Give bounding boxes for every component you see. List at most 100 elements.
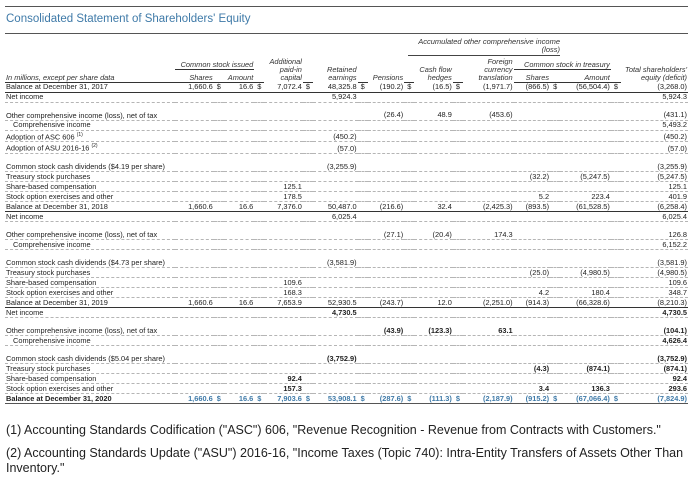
row-label: Treasury stock purchases xyxy=(5,267,176,279)
dollar-sign xyxy=(302,277,314,289)
row-label: Share-based compensation xyxy=(5,373,176,385)
dollar-sign xyxy=(254,211,265,223)
cell-value: 136.3 xyxy=(560,383,611,395)
cell-value xyxy=(223,363,255,375)
cell-value xyxy=(223,141,255,155)
dollar-sign xyxy=(254,153,265,173)
cell-value xyxy=(560,130,611,143)
dollar-sign xyxy=(357,297,368,309)
dollar-sign xyxy=(610,130,621,143)
dollar-sign xyxy=(452,141,463,155)
dollar-sign xyxy=(550,120,561,131)
row-label: Common stock cash dividends ($4.73 per s… xyxy=(5,249,176,269)
cell-value xyxy=(313,335,358,347)
dollar-sign xyxy=(213,171,224,183)
cell-value: (5,247.5) xyxy=(620,171,688,183)
cell-value: 92.4 xyxy=(264,373,303,385)
dollar-sign xyxy=(452,317,463,337)
cell-value xyxy=(513,102,551,121)
cell-value xyxy=(513,130,551,143)
dollar-sign xyxy=(302,153,314,173)
cell-value: (453.6) xyxy=(462,102,514,121)
dollar-sign xyxy=(213,239,224,251)
balance-row: Balance at December 31, 2018 1,660.6 16.6 7… xyxy=(5,201,688,213)
cell-value xyxy=(513,141,551,155)
cell-value xyxy=(175,221,214,241)
cell-value xyxy=(462,120,514,131)
dollar-sign xyxy=(452,267,463,279)
cell-value xyxy=(223,211,255,223)
cell-value xyxy=(414,120,453,131)
dollar-sign xyxy=(610,363,621,375)
cell-value xyxy=(414,363,453,375)
dollar-sign xyxy=(610,181,621,193)
cell-value xyxy=(223,102,255,121)
cell-value xyxy=(560,307,611,319)
cell-value xyxy=(313,363,358,375)
dollar-sign xyxy=(213,267,224,279)
cell-value: 3.4 xyxy=(513,383,551,395)
dollar-sign xyxy=(550,211,561,223)
cell-value: (3,268.0) xyxy=(620,82,688,93)
cell-value: (4,980.5) xyxy=(560,267,611,279)
dollar-sign xyxy=(404,92,415,103)
dollar-sign xyxy=(254,221,265,241)
dollar-sign xyxy=(357,92,368,103)
dollar-sign xyxy=(610,249,621,269)
cell-value xyxy=(223,221,255,241)
dollar-sign xyxy=(404,201,415,213)
cell-value xyxy=(367,191,405,203)
table-row: Net income 5,924.3 5,924.3 xyxy=(5,92,688,103)
dollar-sign xyxy=(610,335,621,347)
dollar-sign xyxy=(302,297,314,309)
cell-value: (915.2) xyxy=(513,393,551,405)
cell-value xyxy=(513,373,551,385)
dollar-sign xyxy=(452,383,463,395)
col-header-cash-flow-hedges: Cash flow hedges xyxy=(419,65,452,82)
cell-value xyxy=(560,92,611,103)
dollar-sign xyxy=(404,141,415,155)
table-row: Common stock cash dividends ($5.04 per s… xyxy=(5,345,688,365)
cell-value xyxy=(264,317,303,337)
table-row: Share-based compensation 92.4 92.4 xyxy=(5,373,688,385)
cell-value xyxy=(513,317,551,337)
dollar-sign xyxy=(254,92,265,103)
cell-value xyxy=(414,373,453,385)
col-header-shares: Shares xyxy=(175,69,214,83)
dollar-sign xyxy=(254,249,265,269)
cell-value xyxy=(414,171,453,183)
cell-value xyxy=(367,120,405,131)
cell-value: 1,660.6 xyxy=(175,82,214,93)
row-label: Adoption of ASU 2016-16 (2) xyxy=(5,141,176,155)
dollar-sign xyxy=(550,287,561,299)
cell-value xyxy=(223,120,255,131)
cell-value: (4,980.5) xyxy=(620,267,688,279)
cell-value: 5,924.3 xyxy=(313,92,358,103)
dollar-sign xyxy=(404,373,415,385)
cell-value xyxy=(462,373,514,385)
col-header-total-equity: Total shareholders' equity (deficit) xyxy=(625,65,687,82)
cell-value xyxy=(313,277,358,289)
cell-value xyxy=(223,191,255,203)
dollar-sign: $ xyxy=(302,393,314,405)
dollar-sign: $ xyxy=(404,82,415,93)
cell-value xyxy=(223,345,255,365)
cell-value: (3,752.9) xyxy=(313,345,358,365)
dollar-sign xyxy=(610,277,621,289)
cell-value xyxy=(313,267,358,279)
cell-value: 157.3 xyxy=(264,383,303,395)
dollar-sign xyxy=(610,102,621,121)
cell-value xyxy=(367,130,405,143)
dollar-sign xyxy=(550,221,561,241)
cell-value: 348.7 xyxy=(620,287,688,299)
cell-value: 32.4 xyxy=(414,201,453,213)
dollar-sign xyxy=(452,92,463,103)
dollar-sign xyxy=(404,221,415,241)
cell-value: (3,255.9) xyxy=(313,153,358,173)
cell-value xyxy=(264,249,303,269)
dollar-sign xyxy=(452,239,463,251)
dollar-sign xyxy=(610,211,621,223)
cell-value xyxy=(414,335,453,347)
dollar-sign xyxy=(610,120,621,131)
dollar-sign xyxy=(357,102,368,121)
